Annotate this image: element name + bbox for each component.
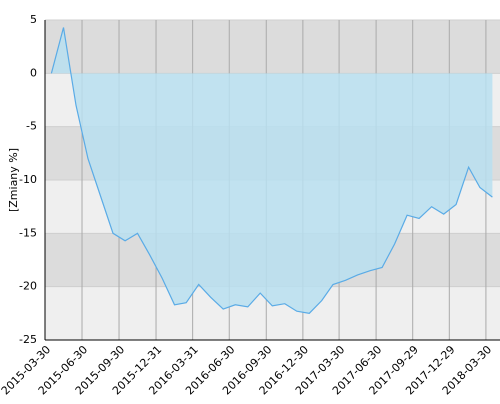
y-tick-label: 0 [30,66,37,79]
y-tick-label: -15 [19,226,37,239]
area [51,27,493,314]
y-axis-label: [Zmiany %] [7,148,20,212]
line [50,27,493,314]
y-tick-label: 5 [30,13,37,26]
y-tick-label: -20 [19,280,37,293]
y-tick-label: -25 [19,333,37,346]
plot-band [45,20,500,74]
y-tick-label: -5 [26,120,37,133]
y-tick-label: -10 [19,173,37,186]
